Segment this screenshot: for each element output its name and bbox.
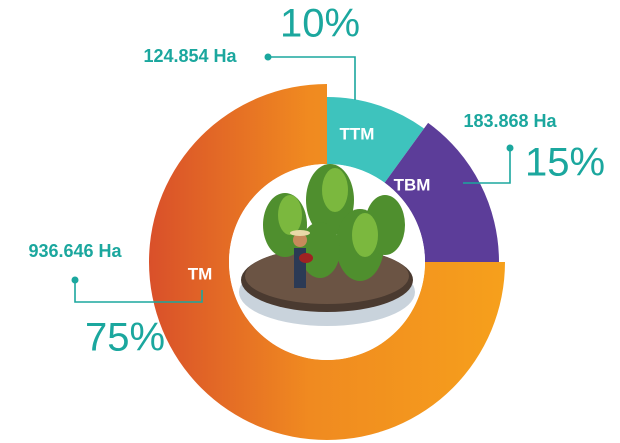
donut-segment — [149, 84, 505, 440]
value-label: 75% — [85, 316, 165, 360]
illustration — [229, 164, 425, 360]
segment-label: TM — [188, 264, 213, 283]
area-label: 183.868 Ha — [463, 111, 557, 131]
segment-label: TTM — [340, 124, 375, 143]
value-label: 15% — [525, 141, 605, 185]
donut-segment — [327, 97, 424, 183]
area-label: 936.646 Ha — [28, 241, 122, 261]
donut-segment — [384, 122, 499, 262]
area-label: 124.854 Ha — [143, 46, 237, 66]
value-label: 10% — [280, 2, 360, 46]
donut — [149, 84, 505, 440]
leader-lines — [71, 53, 514, 303]
segment-label: TBM — [394, 175, 431, 194]
